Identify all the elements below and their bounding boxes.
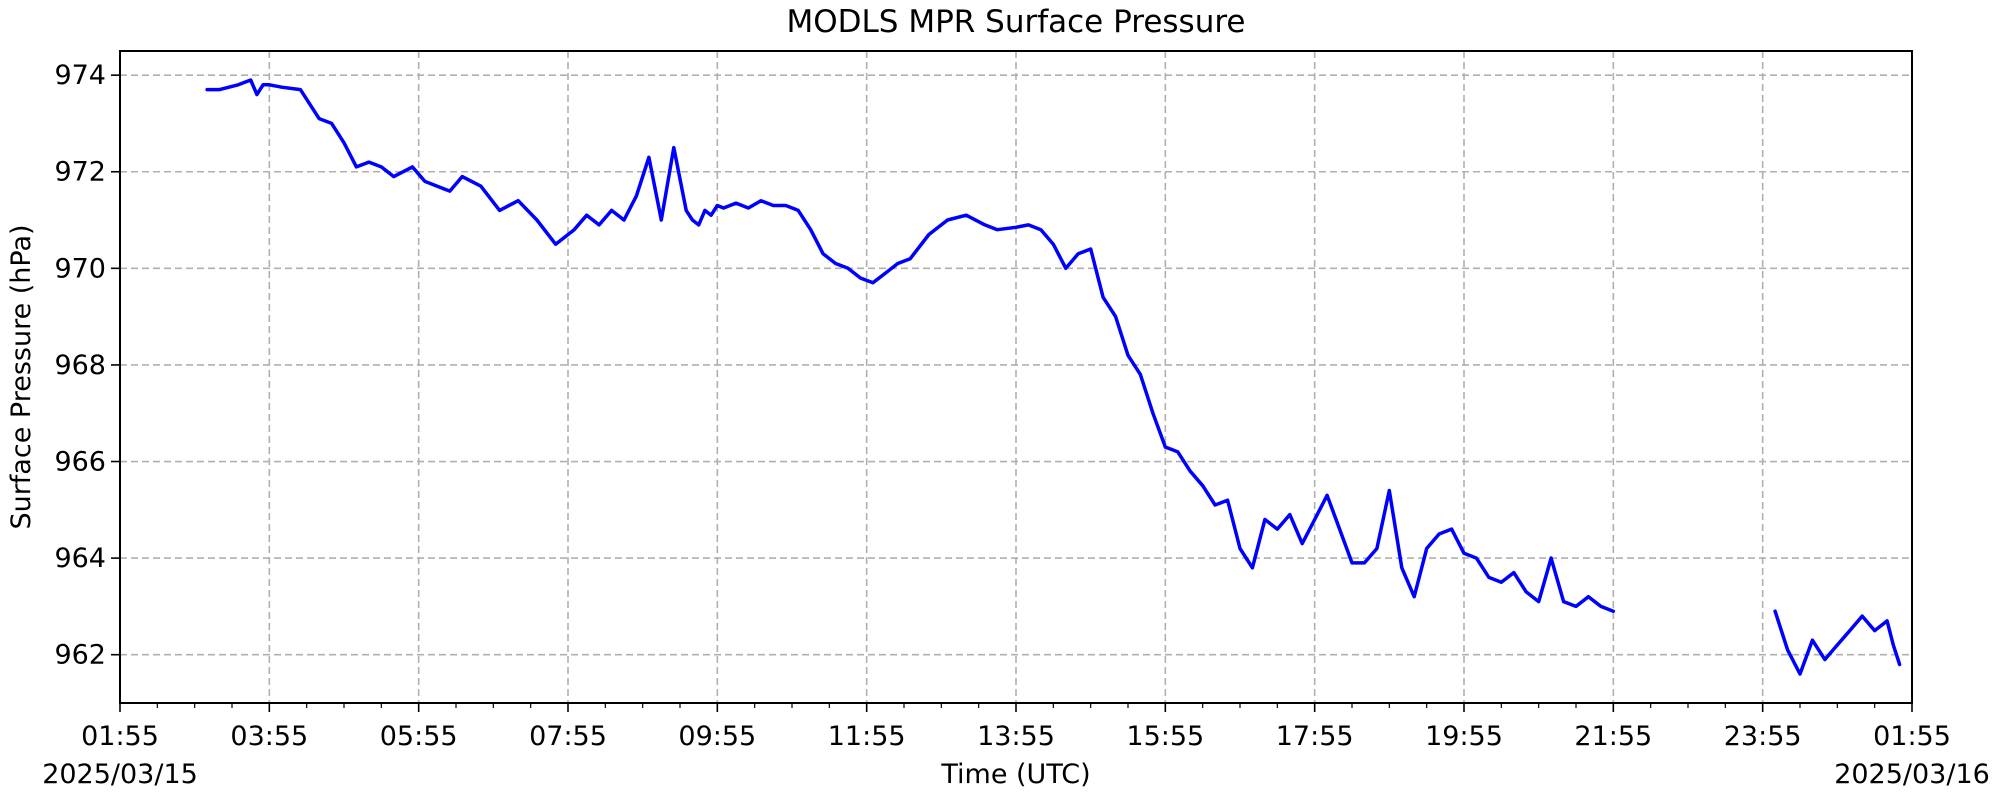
- x-tick-label: 15:55: [1126, 721, 1204, 752]
- x-tick-label: 07:55: [529, 721, 607, 752]
- grid: [120, 51, 1912, 703]
- x-axis-label: Time (UTC): [940, 759, 1090, 790]
- plot-frame: [119, 50, 1913, 704]
- x-tick-label: 01:55: [1873, 721, 1951, 752]
- y-tick-label: 964: [54, 543, 106, 574]
- chart-title: MODLS MPR Surface Pressure: [787, 4, 1246, 40]
- x-tick-label: 05:55: [380, 721, 458, 752]
- pressure-line-segment: [205, 78, 1616, 613]
- x-tick-label: 17:55: [1276, 721, 1354, 752]
- y-tick-label: 962: [54, 640, 106, 671]
- axis-ticks: 01:55 03:55 05:55 07:55 09:55 11:55 13:55 15:55…: [54, 60, 1950, 752]
- x-start-date-label: 2025/03/15: [42, 759, 198, 790]
- y-axis-label: Surface Pressure (hPa): [6, 224, 37, 529]
- y-tick-label: 970: [54, 253, 106, 284]
- y-tick-label: 966: [54, 447, 106, 478]
- x-tick-label: 03:55: [230, 721, 308, 752]
- x-tick-label: 19:55: [1425, 721, 1503, 752]
- x-tick-label: 13:55: [977, 721, 1055, 752]
- x-tick-label: 23:55: [1724, 721, 1802, 752]
- pressure-line-segment: [1773, 609, 1902, 676]
- series-layer: [205, 78, 1902, 676]
- x-tick-label: 21:55: [1574, 721, 1652, 752]
- y-tick-label: 972: [54, 157, 106, 188]
- x-tick-label: 09:55: [678, 721, 756, 752]
- y-tick-label: 974: [54, 60, 106, 91]
- x-end-date-label: 2025/03/16: [1834, 759, 1990, 790]
- x-tick-label: 11:55: [828, 721, 906, 752]
- x-tick-label: 01:55: [81, 721, 159, 752]
- y-tick-label: 968: [54, 350, 106, 381]
